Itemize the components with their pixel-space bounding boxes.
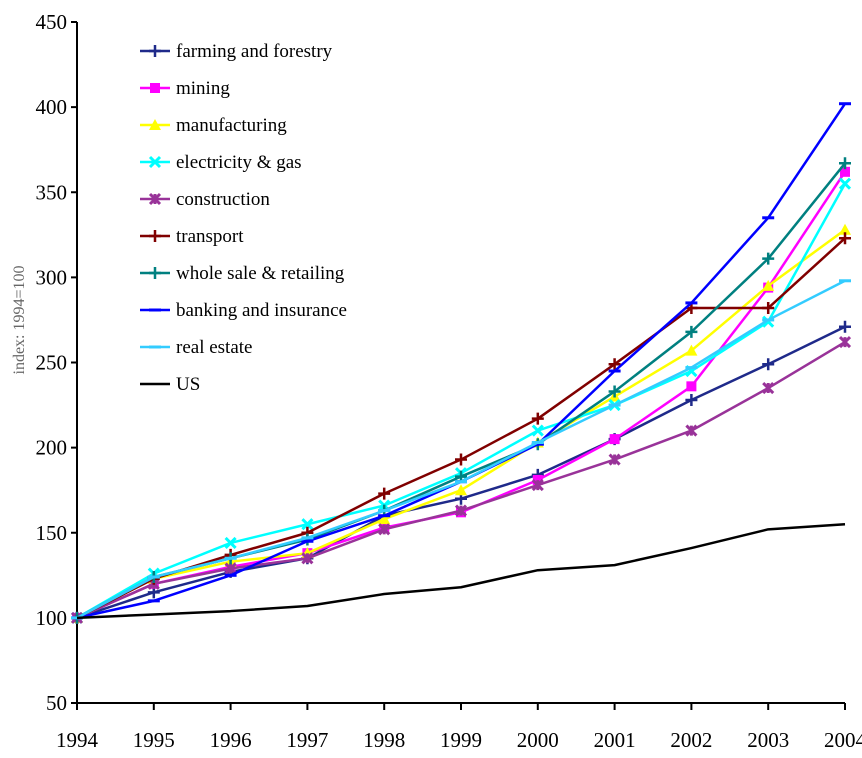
x-tick-label: 1999 — [440, 728, 482, 752]
data-point — [685, 393, 698, 406]
legend-item: construction — [140, 189, 270, 210]
legend-label: US — [176, 374, 200, 395]
data-point — [839, 232, 851, 245]
x-tick-label: 1996 — [210, 728, 252, 752]
data-point — [838, 336, 852, 349]
data-point — [531, 479, 544, 492]
y-axis-label: index: 1994=100 — [11, 265, 28, 374]
series-line — [76, 279, 846, 619]
data-point — [301, 518, 314, 531]
data-point — [378, 487, 391, 500]
x-tick-label: 1998 — [363, 728, 405, 752]
x-tick-label: 2003 — [747, 728, 789, 752]
data-point — [224, 562, 237, 575]
x-tick-label: 1994 — [56, 728, 99, 752]
data-point — [454, 504, 468, 517]
y-tick-label: 50 — [46, 691, 67, 715]
legend-label: whole sale & retailing — [176, 263, 345, 284]
data-point — [224, 536, 237, 550]
y-tick-label: 400 — [36, 95, 68, 119]
series-layer — [70, 102, 852, 624]
series-line — [76, 228, 846, 619]
legend-item: electricity & gas — [140, 152, 302, 173]
legend-item: whole sale & retailing — [140, 263, 345, 284]
legend-item: real estate — [140, 337, 252, 358]
data-point — [839, 157, 851, 170]
data-point — [685, 424, 698, 437]
series-line — [76, 522, 846, 620]
legend-item: banking and insurance — [140, 300, 347, 321]
data-point — [608, 385, 621, 398]
axes: 50 100 150 200 250 300 350 400 450 1994 1995 1996 19… — [36, 10, 862, 752]
series-9 — [76, 522, 846, 620]
legend-item: US — [140, 374, 200, 395]
y-tick-label: 150 — [36, 521, 68, 545]
legend-item: transport — [140, 226, 244, 247]
x-tick-label: 1997 — [286, 728, 328, 752]
data-point — [839, 320, 851, 333]
y-tick-label: 300 — [36, 265, 68, 289]
y-tick-label: 450 — [36, 10, 68, 34]
legend-label: real estate — [176, 337, 252, 358]
data-point — [686, 381, 697, 392]
data-point — [531, 424, 544, 437]
y-tick-label: 100 — [36, 606, 68, 630]
legend-swatch-marker — [149, 267, 161, 279]
data-point — [608, 453, 621, 466]
x-tick-label: 2002 — [670, 728, 712, 752]
legend-label: mining — [176, 78, 230, 99]
x-tick-label: 2001 — [594, 728, 636, 752]
series-7 — [71, 102, 851, 620]
legend-label: farming and forestry — [176, 41, 333, 62]
y-tick-label: 200 — [36, 436, 68, 460]
data-point — [378, 523, 391, 536]
legend-swatch-marker — [148, 192, 162, 206]
data-point — [762, 279, 775, 291]
data-point — [531, 412, 544, 425]
series-2 — [71, 223, 851, 623]
data-point — [455, 484, 467, 496]
x-tick-label: 2004 — [824, 728, 862, 752]
x-tick-label: 1995 — [133, 728, 175, 752]
legend-label: construction — [176, 189, 270, 210]
series-4 — [70, 336, 852, 624]
data-point — [685, 325, 698, 338]
legend-swatch-marker — [150, 83, 160, 93]
legend: farming and forestry mining manufacturing e… — [140, 41, 347, 395]
legend-label: transport — [176, 226, 244, 247]
y-tick-label: 250 — [36, 351, 68, 375]
legend-swatch-marker — [149, 45, 161, 57]
legend-item: mining — [140, 78, 230, 99]
y-tick-label: 350 — [36, 180, 68, 204]
data-point — [762, 381, 775, 395]
series-line — [76, 103, 847, 620]
legend-swatch-marker — [148, 155, 162, 169]
data-point — [839, 223, 851, 235]
data-point — [609, 434, 620, 445]
data-point — [378, 513, 391, 525]
legend-label: manufacturing — [176, 115, 287, 136]
data-point — [301, 552, 314, 565]
data-point — [762, 252, 775, 265]
x-tick-label: 2000 — [517, 728, 559, 752]
data-point — [840, 166, 850, 177]
legend-swatch-marker — [149, 119, 161, 130]
legend-swatch-marker — [149, 230, 161, 242]
data-point — [532, 474, 543, 485]
data-point — [838, 177, 852, 190]
legend-item: manufacturing — [140, 115, 287, 136]
data-point — [685, 344, 698, 356]
data-point — [455, 453, 467, 466]
legend-label: banking and insurance — [176, 300, 347, 321]
legend-label: electricity & gas — [176, 152, 302, 173]
series-line — [76, 183, 847, 619]
legend-item: farming and forestry — [140, 41, 333, 62]
data-point — [762, 358, 775, 371]
data-point — [608, 358, 621, 371]
data-point — [762, 302, 775, 315]
